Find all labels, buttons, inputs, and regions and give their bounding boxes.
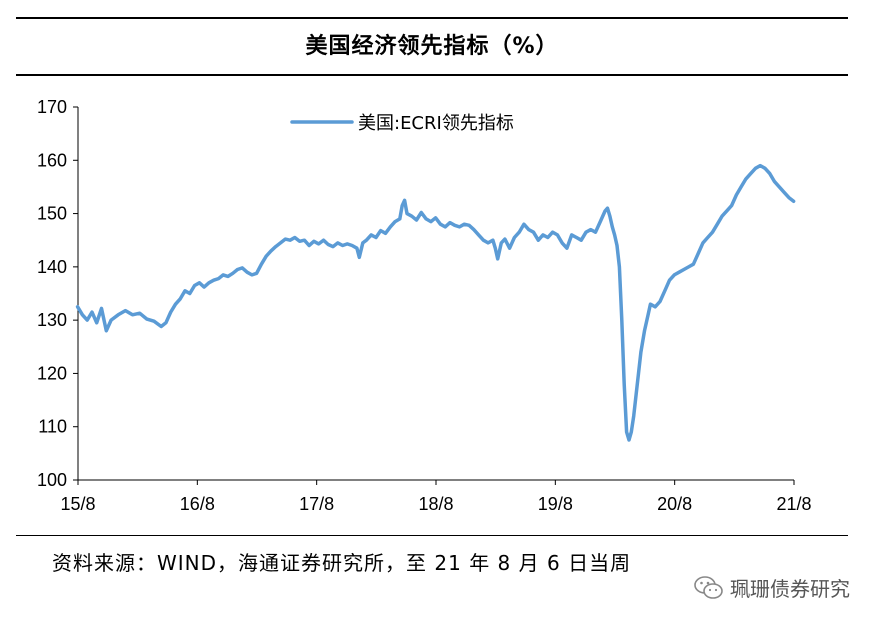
x-tick-label: 19/8 <box>538 494 573 514</box>
watermark: 珮珊债券研究 <box>694 573 850 602</box>
chart-legend: 美国:ECRI领先指标 <box>290 113 514 134</box>
x-tick-label: 18/8 <box>418 494 453 514</box>
series-layer <box>75 163 796 442</box>
x-tick-label: 16/8 <box>180 494 215 514</box>
y-tick-label: 150 <box>37 204 67 224</box>
top-rule <box>16 17 848 19</box>
source-note: 资料来源：WIND，海通证券研究所，至 21 年 8 月 6 日当周 <box>52 551 632 575</box>
y-tick-label: 140 <box>37 257 67 277</box>
y-tick-label: 130 <box>37 310 67 330</box>
chart-axes: 100 110 120 130 140 150 160 170 15/8 16/8 17/8 18/8… <box>37 97 812 514</box>
x-tick-label: 17/8 <box>299 494 334 514</box>
watermark-text: 珮珊债券研究 <box>730 577 850 601</box>
x-tick-label: 20/8 <box>657 494 692 514</box>
y-tick-label: 170 <box>37 97 67 117</box>
chart-title: 美国经济领先指标（%） <box>305 34 559 59</box>
x-tick-label: 15/8 <box>60 494 95 514</box>
title-rule <box>16 74 848 76</box>
y-tick-label: 110 <box>38 417 67 437</box>
y-tick-label: 100 <box>37 470 67 490</box>
y-tick-label: 120 <box>37 363 67 383</box>
bottom-rule <box>16 535 848 536</box>
chart: 100 110 120 130 140 150 160 170 15/8 16/8 17/8 18/8… <box>37 97 812 514</box>
wechat-icon <box>694 575 723 599</box>
series-line <box>75 163 796 442</box>
legend-label: 美国:ECRI领先指标 <box>358 113 514 134</box>
x-tick-label: 21/8 <box>776 494 811 514</box>
y-tick-label: 160 <box>37 150 67 170</box>
